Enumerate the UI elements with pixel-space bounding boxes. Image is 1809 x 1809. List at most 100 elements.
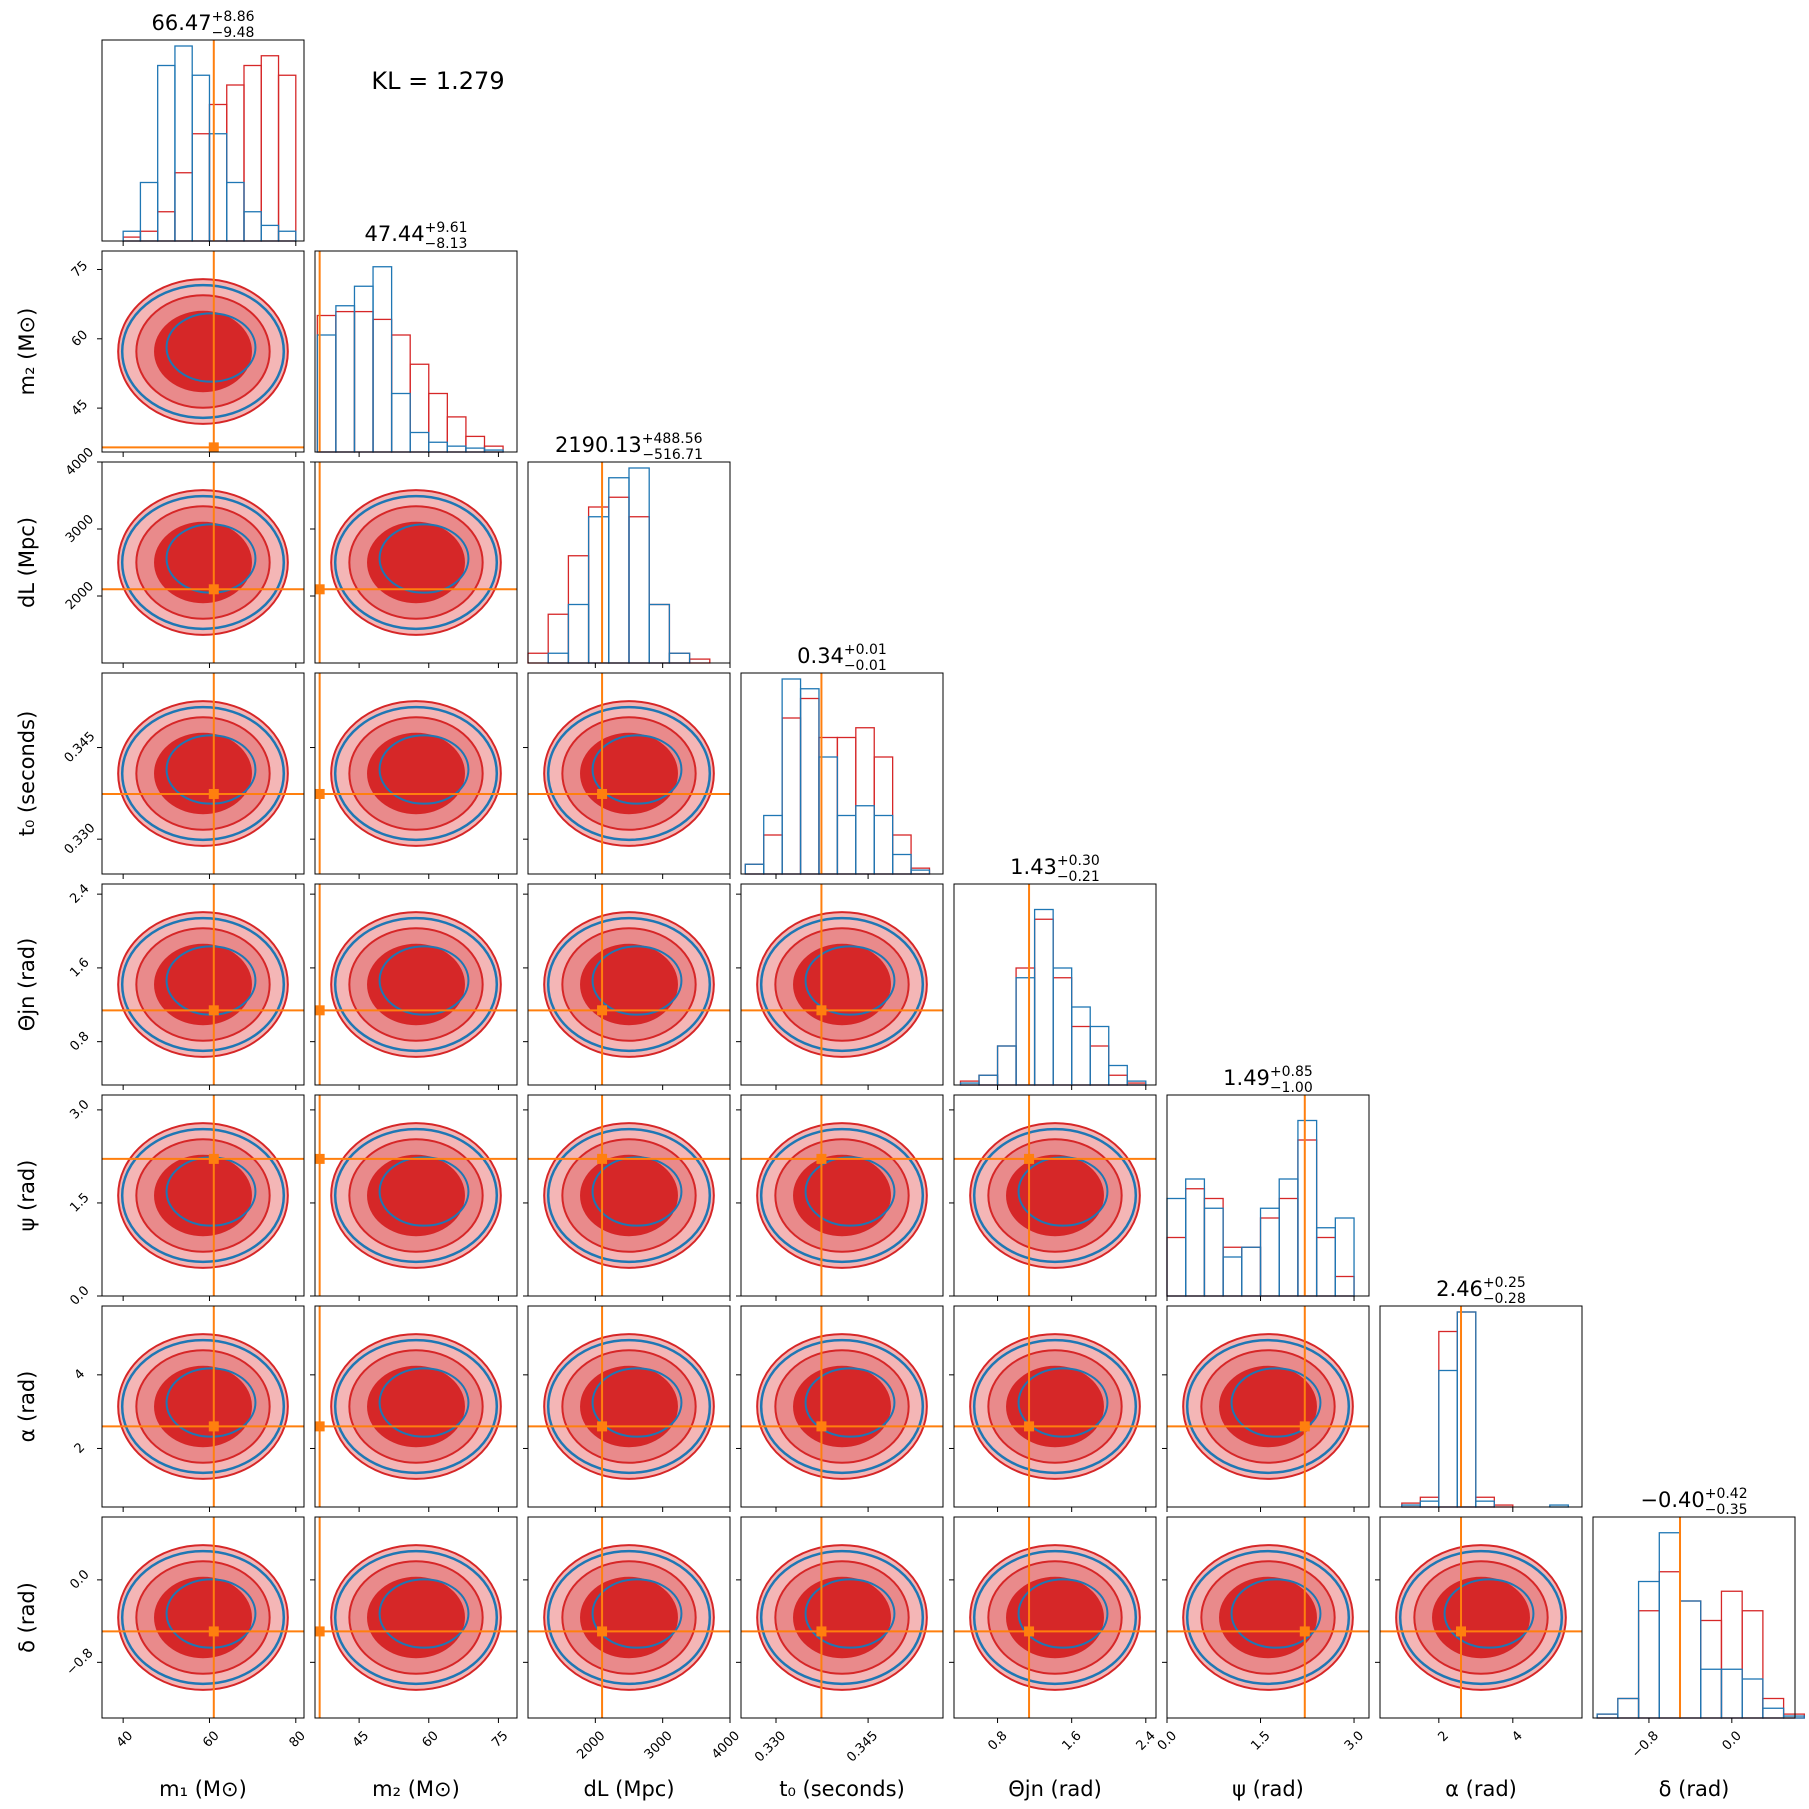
panel: −0.80.040 60 80 (64, 1516, 309, 1751)
panel (310, 1305, 518, 1512)
contour (1185, 1338, 1351, 1475)
panel-title: 1.49+0.85 −1.00 (1223, 1064, 1313, 1096)
contour (1017, 1578, 1109, 1649)
truth-marker (597, 1005, 608, 1016)
panel (736, 1094, 944, 1301)
contour (165, 1578, 257, 1649)
contour (378, 523, 470, 594)
panel-frame (314, 461, 518, 664)
x-axis-label: α (rad) (1445, 1777, 1517, 1801)
contour (804, 1156, 896, 1227)
panel (949, 1094, 1157, 1301)
contour (793, 1154, 891, 1237)
truth-marker (597, 1153, 608, 1164)
title-median: 1.43 (1010, 855, 1057, 879)
truth-marker (1024, 1626, 1035, 1637)
contour (580, 732, 678, 815)
panel-title: 2.46+0.25 −0.28 (1436, 1275, 1526, 1307)
panel-frame (101, 1094, 305, 1297)
contour (378, 1156, 470, 1227)
contour (580, 943, 678, 1026)
kl-annotation: KL = 1.279 (371, 67, 504, 95)
contour (120, 705, 286, 842)
panel-frame (101, 39, 305, 242)
panel-frame (953, 883, 1157, 1086)
contour (1006, 1154, 1104, 1237)
panel-frame (1166, 1516, 1370, 1719)
contour (972, 1549, 1138, 1686)
panel-frame (314, 1094, 518, 1297)
panel (523, 883, 731, 1090)
truth-marker (597, 1626, 608, 1637)
truth-marker (816, 1626, 827, 1637)
panel (310, 461, 518, 668)
title-median: 0.34 (797, 644, 844, 668)
panel: 66.47+8.86 −9.48 (101, 9, 305, 246)
panel-title: 2190.13+488.56 −516.71 (555, 431, 703, 463)
panel-frame (1379, 1516, 1583, 1719)
truth-marker (1299, 1421, 1310, 1432)
contour (580, 1365, 678, 1448)
contour (1219, 1365, 1317, 1448)
title-lower: −0.21 (1057, 869, 1100, 885)
y-axis-label: m₂ (M⊙) (15, 308, 39, 396)
contour (367, 521, 465, 604)
y-axis-label: α (rad) (15, 1371, 39, 1443)
contour (154, 1154, 252, 1237)
y-axis-label: δ (rad) (15, 1582, 39, 1653)
contour (759, 1127, 925, 1264)
contour (120, 1338, 286, 1475)
title-upper: +0.01 (844, 642, 887, 658)
contour (580, 1154, 678, 1237)
truth-marker (1024, 1153, 1035, 1164)
panel: 2.46+0.25 −0.28 (1379, 1275, 1583, 1512)
contour (165, 1367, 257, 1438)
panel-frame (1166, 1094, 1370, 1297)
title-median: 2190.13 (555, 433, 642, 457)
y-axis-label: t₀ (seconds) (15, 711, 39, 837)
truth-marker (1456, 1626, 1467, 1637)
truth-marker (816, 1421, 827, 1432)
contour (591, 945, 683, 1016)
truth-marker (208, 1421, 219, 1432)
x-axis-label: δ (rad) (1659, 1777, 1730, 1801)
panel-frame (101, 1305, 305, 1508)
y-axis-label: dL (Mpc) (15, 517, 39, 608)
contour (165, 734, 257, 805)
panel-frame (527, 883, 731, 1086)
title-lower: −1.00 (1270, 1080, 1313, 1096)
truth-marker (314, 1005, 325, 1016)
panel-frame (314, 883, 518, 1086)
contour (333, 494, 499, 631)
panel: 0.01.53.0 (67, 1094, 305, 1309)
contour (591, 1156, 683, 1227)
contour (1219, 1576, 1317, 1659)
panel-frame (953, 1094, 1157, 1297)
panel-frame (314, 1516, 518, 1719)
contour (378, 945, 470, 1016)
x-axis-label: m₂ (M⊙) (372, 1777, 460, 1801)
title-median: 1.49 (1223, 1066, 1270, 1090)
contour (367, 943, 465, 1026)
panel: 24 (72, 1305, 305, 1512)
panel (523, 1094, 731, 1301)
title-upper: +0.42 (1705, 1486, 1748, 1502)
contour (804, 1367, 896, 1438)
panel (523, 672, 731, 879)
title-lower: −0.28 (1483, 1291, 1526, 1307)
contour (120, 494, 286, 631)
title-upper: +9.61 (425, 220, 468, 236)
title-upper: +488.56 (642, 431, 703, 447)
contour (972, 1338, 1138, 1475)
x-axis-label: t₀ (seconds) (779, 1777, 905, 1801)
panel-title: 66.47+8.86 −9.48 (151, 9, 254, 41)
truth-marker (816, 1005, 827, 1016)
contour (154, 310, 252, 393)
contour (1006, 1576, 1104, 1659)
panel-frame (527, 1094, 731, 1297)
panel (736, 883, 944, 1090)
